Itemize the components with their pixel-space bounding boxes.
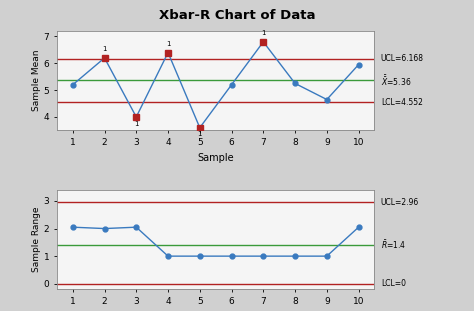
Text: 1: 1 bbox=[198, 132, 202, 137]
X-axis label: Sample: Sample bbox=[197, 153, 234, 163]
Text: LCL=4.552: LCL=4.552 bbox=[381, 98, 423, 107]
Text: UCL=6.168: UCL=6.168 bbox=[381, 54, 424, 63]
Text: $\bar{R}$=1.4: $\bar{R}$=1.4 bbox=[381, 239, 406, 252]
Text: UCL=2.96: UCL=2.96 bbox=[381, 197, 419, 207]
Text: 1: 1 bbox=[166, 41, 170, 47]
Text: 1: 1 bbox=[102, 46, 107, 52]
Text: 1: 1 bbox=[261, 30, 265, 36]
Text: $\bar{\bar{X}}$=5.36: $\bar{\bar{X}}$=5.36 bbox=[381, 73, 411, 88]
Text: Xbar-R Chart of Data: Xbar-R Chart of Data bbox=[159, 9, 315, 22]
Y-axis label: Sample Mean: Sample Mean bbox=[32, 50, 41, 111]
Text: LCL=0: LCL=0 bbox=[381, 279, 406, 288]
Text: 1: 1 bbox=[134, 121, 138, 127]
Y-axis label: Sample Range: Sample Range bbox=[32, 207, 41, 272]
